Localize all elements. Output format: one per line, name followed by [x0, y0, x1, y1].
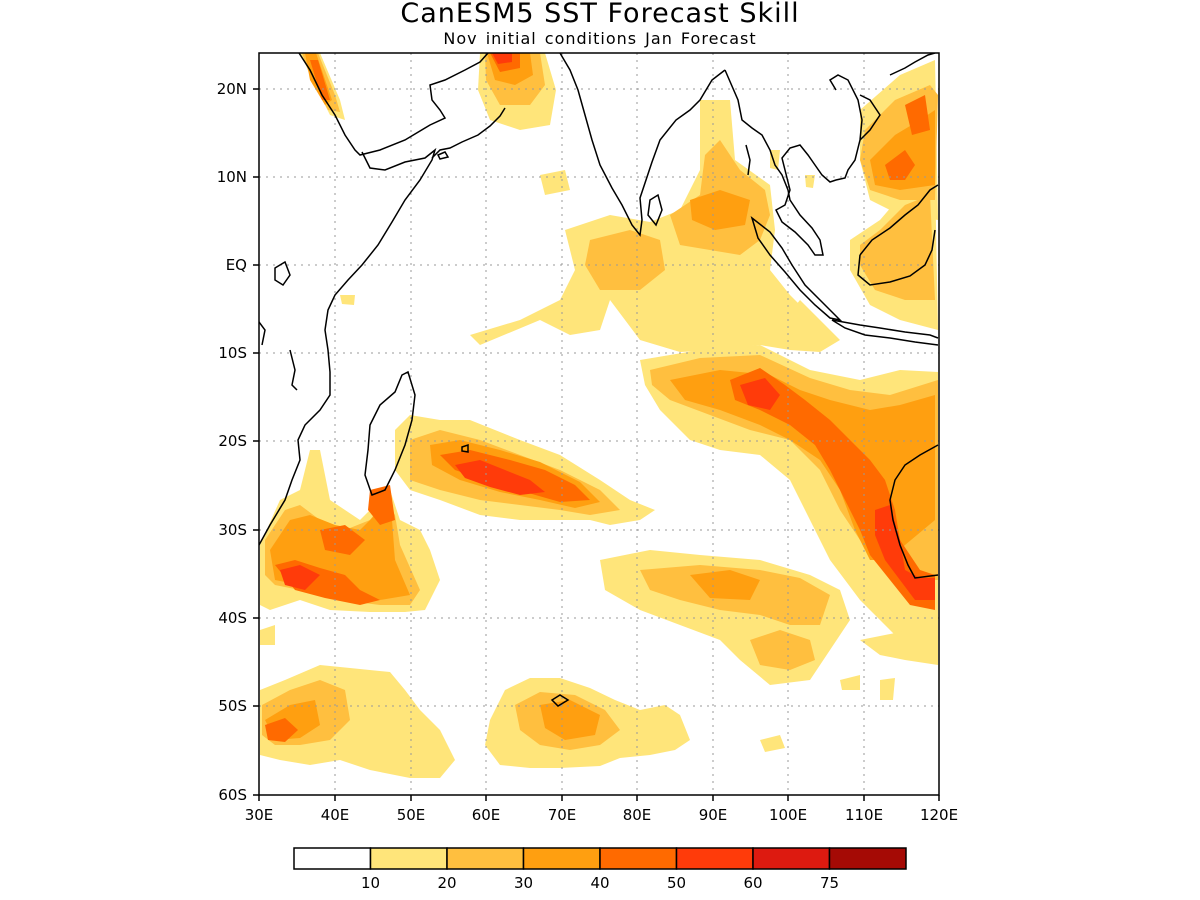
y-tick-label: 40S [218, 609, 247, 627]
x-tick-label: 40E [321, 806, 350, 824]
skill-region-south-china-4 [885, 150, 915, 180]
skill-region-far-southeast [760, 735, 785, 752]
skill-region-madagascar-7 [280, 565, 320, 590]
skill-region-southern-west-4 [265, 718, 298, 742]
x-tick-label: 70E [548, 806, 577, 824]
coastline-comoros [289, 349, 298, 391]
coastline-arabia-south [431, 107, 506, 159]
skill-region-sumatra-south [780, 300, 840, 352]
coastline-borneo-south [857, 229, 936, 286]
skill-region-patch-far-west [260, 625, 275, 645]
skill-region-madagascar-6 [368, 485, 395, 525]
colorbar: 10 20 30 40 50 60 75 [293, 847, 907, 892]
x-tick-label: 50E [397, 806, 426, 824]
page-subtitle: Nov initial conditions Jan Forecast [443, 29, 757, 48]
coastline-mascarene [461, 443, 469, 453]
x-tick-label: 100E [769, 806, 807, 824]
colorbar-label: 75 [820, 874, 839, 892]
skill-region-patch-northwest [805, 175, 815, 188]
coastline-kerguelen [550, 694, 570, 707]
coastline-sumatra [750, 215, 843, 322]
coastline-borneo [859, 184, 939, 256]
colorbar-swatch-6 [752, 847, 831, 870]
skill-region-equatorial-2 [585, 230, 665, 290]
y-tick-label: 30S [218, 521, 247, 539]
colorbar-swatch-3 [522, 847, 601, 870]
skill-region-perth-south [860, 620, 938, 665]
coastline-vietnam [859, 94, 881, 141]
y-tick-label: 10S [218, 344, 247, 362]
x-tick-label: 120E [920, 806, 958, 824]
x-tick-label: 90E [699, 806, 728, 824]
y-tick-label: 20N [217, 80, 247, 98]
x-tick-label: 60E [472, 806, 501, 824]
colorbar-label: 20 [437, 874, 456, 892]
skill-region-central-5 [740, 378, 780, 410]
skill-region-arabian-north-5 [492, 53, 512, 64]
colorbar-swatch-1 [369, 847, 448, 870]
skill-region-south-china-5 [905, 95, 930, 135]
x-tick-label: 110E [845, 806, 883, 824]
colorbar-swatch-7 [828, 847, 907, 870]
y-tick-label: 60S [218, 786, 247, 804]
coastline-madagascar [364, 370, 416, 496]
colorbar-label: 10 [361, 874, 380, 892]
y-tick-label: EQ [226, 256, 247, 274]
coastline-seychelles [274, 260, 291, 287]
skill-level-20-30 [262, 53, 938, 750]
y-tick-label: 20S [218, 432, 247, 450]
x-axis-labels: 30E 40E 50E 60E 70E 80E 90E 100E 110E 12… [245, 806, 958, 824]
skill-region-bengal-3 [690, 190, 750, 230]
tick-marks [253, 88, 940, 801]
coastline-bangladesh-burma [724, 69, 863, 256]
coastline-india [559, 53, 726, 237]
skill-region-sw-indian-5 [455, 460, 545, 495]
skill-region-se-asia-2 [860, 195, 935, 300]
colorbar-label: 40 [590, 874, 609, 892]
skill-region-patch-mid [340, 295, 355, 305]
skill-region-southern-central-3 [540, 700, 600, 740]
skill-region-small-south-2 [880, 678, 895, 700]
y-axis-labels: 20N 10N EQ 10S 20S 30S 40S 50S 60S [217, 80, 247, 804]
y-tick-label: 50S [218, 697, 247, 715]
skill-region-midlat-4 [690, 570, 760, 600]
skill-region-australia-coast [875, 505, 935, 600]
plot-frame [258, 52, 940, 796]
x-tick-label: 80E [623, 806, 652, 824]
skill-region-small-south [840, 675, 860, 690]
coastline-africa-arabia [298, 53, 489, 156]
colorbar-swatch-4 [599, 847, 678, 870]
colorbar-swatch-5 [675, 847, 754, 870]
colorbar-swatch-0 [293, 847, 372, 870]
coastline-andaman [745, 144, 751, 176]
x-tick-label: 30E [245, 806, 274, 824]
y-tick-label: 10N [217, 168, 247, 186]
skill-region-coast-4 [310, 60, 330, 100]
skill-region-bengal-east [770, 150, 780, 170]
colorbar-swatch-2 [446, 847, 525, 870]
coastline-sri-lanka [647, 193, 663, 227]
coastline-socotra [436, 151, 450, 160]
coastlines [259, 53, 939, 707]
coastline-horn-africa [259, 147, 437, 546]
colorbar-label: 60 [743, 874, 762, 892]
skill-region-midlat-3 [750, 630, 815, 670]
coastline-australia [889, 444, 939, 579]
skill-shading [260, 53, 938, 778]
colorbar-label: 50 [667, 874, 686, 892]
coastline-philippines [889, 53, 936, 76]
skill-level-50-60 [280, 53, 935, 600]
coastline-java-south [831, 319, 939, 346]
coastline-java [831, 319, 939, 339]
coastline-africa-west [259, 321, 266, 346]
skill-region-equatorial [470, 100, 830, 352]
skill-region-madagascar-5 [320, 525, 365, 555]
page-title: CanESM5 SST Forecast Skill [400, 0, 800, 29]
colorbar-label: 30 [514, 874, 533, 892]
skill-region-arabian-east [540, 170, 570, 195]
